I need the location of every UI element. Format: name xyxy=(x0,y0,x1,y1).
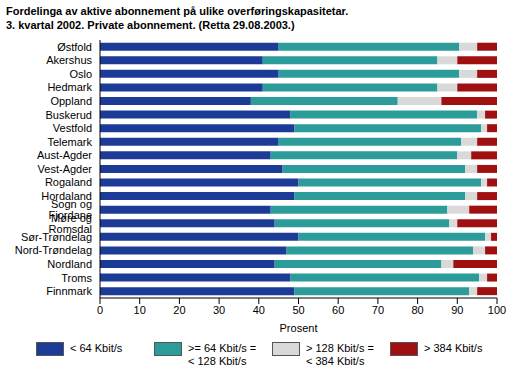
svg-text:Vest-Agder: Vest-Agder xyxy=(38,163,93,175)
svg-text:100: 100 xyxy=(488,304,499,316)
svg-text:10: 10 xyxy=(134,304,146,316)
svg-text:0: 0 xyxy=(97,304,103,316)
svg-text:Aust-Agder: Aust-Agder xyxy=(37,149,92,161)
svg-text:80: 80 xyxy=(411,304,423,316)
svg-text:Oppland: Oppland xyxy=(50,95,92,107)
svg-text:Telemark: Telemark xyxy=(47,136,92,148)
svg-text:Buskerud: Buskerud xyxy=(46,109,92,121)
svg-text:Sør-Trøndelag: Sør-Trøndelag xyxy=(21,231,92,243)
svg-text:Akershus: Akershus xyxy=(46,54,92,66)
svg-text:Østfold: Østfold xyxy=(57,41,92,53)
svg-text:50: 50 xyxy=(292,304,304,316)
svg-text:Nord-Trøndelag: Nord-Trøndelag xyxy=(15,244,92,256)
svg-text:Troms: Troms xyxy=(61,272,92,284)
svg-text:Nordland: Nordland xyxy=(47,258,92,270)
svg-text:Oslo: Oslo xyxy=(69,68,92,80)
svg-text:Vestfold: Vestfold xyxy=(53,122,92,134)
svg-text:40: 40 xyxy=(253,304,265,316)
svg-text:30: 30 xyxy=(213,304,225,316)
svg-text:Hedmark: Hedmark xyxy=(47,81,92,93)
svg-text:90: 90 xyxy=(451,304,463,316)
svg-text:60: 60 xyxy=(332,304,344,316)
svg-text:70: 70 xyxy=(372,304,384,316)
svg-text:20: 20 xyxy=(173,304,185,316)
svg-text:Finnmark: Finnmark xyxy=(46,285,92,297)
svg-text:Rogaland: Rogaland xyxy=(45,176,92,188)
svg-text:Prosent: Prosent xyxy=(280,322,318,334)
